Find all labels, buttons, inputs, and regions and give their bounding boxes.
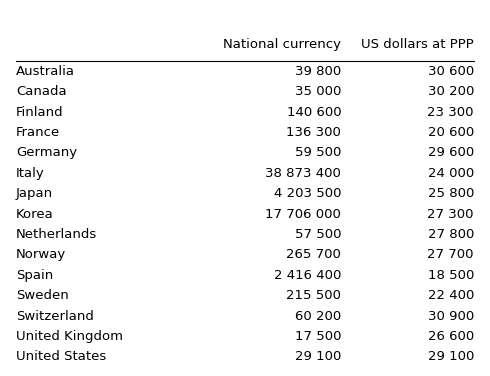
Text: 27 300: 27 300	[427, 208, 474, 221]
Text: 136 300: 136 300	[286, 126, 341, 139]
Text: Korea: Korea	[16, 208, 54, 221]
Text: United States: United States	[16, 350, 106, 364]
Text: 30 900: 30 900	[428, 310, 474, 323]
Text: National currency: National currency	[223, 38, 341, 51]
Text: 26 600: 26 600	[428, 330, 474, 343]
Text: Finland: Finland	[16, 106, 64, 118]
Text: 22 400: 22 400	[428, 289, 474, 302]
Text: 57 500: 57 500	[294, 228, 341, 241]
Text: 265 700: 265 700	[286, 249, 341, 261]
Text: US dollars at PPP: US dollars at PPP	[361, 38, 474, 51]
Text: 27 800: 27 800	[428, 228, 474, 241]
Text: Norway: Norway	[16, 249, 66, 261]
Text: 24 000: 24 000	[428, 167, 474, 180]
Text: Netherlands: Netherlands	[16, 228, 97, 241]
Text: 17 706 000: 17 706 000	[265, 208, 341, 221]
Text: Switzerland: Switzerland	[16, 310, 94, 323]
Text: 215 500: 215 500	[286, 289, 341, 302]
Text: 29 100: 29 100	[428, 350, 474, 364]
Text: United Kingdom: United Kingdom	[16, 330, 123, 343]
Text: 59 500: 59 500	[295, 146, 341, 159]
Text: Italy: Italy	[16, 167, 45, 180]
Text: 4 203 500: 4 203 500	[274, 187, 341, 200]
Text: 140 600: 140 600	[287, 106, 341, 118]
Text: 29 100: 29 100	[295, 350, 341, 364]
Text: 60 200: 60 200	[295, 310, 341, 323]
Text: Sweden: Sweden	[16, 289, 69, 302]
Text: Germany: Germany	[16, 146, 77, 159]
Text: Australia: Australia	[16, 65, 75, 78]
Text: 30 600: 30 600	[428, 65, 474, 78]
Text: Spain: Spain	[16, 269, 53, 282]
Text: Japan: Japan	[16, 187, 53, 200]
Text: 35 000: 35 000	[295, 85, 341, 98]
Text: 27 700: 27 700	[427, 249, 474, 261]
Text: 29 600: 29 600	[428, 146, 474, 159]
Text: France: France	[16, 126, 60, 139]
Text: 39 800: 39 800	[295, 65, 341, 78]
Text: Canada: Canada	[16, 85, 67, 98]
Text: 23 300: 23 300	[427, 106, 474, 118]
Text: 2 416 400: 2 416 400	[274, 269, 341, 282]
Text: 20 600: 20 600	[428, 126, 474, 139]
Text: 18 500: 18 500	[428, 269, 474, 282]
Text: 25 800: 25 800	[428, 187, 474, 200]
Text: 30 200: 30 200	[428, 85, 474, 98]
Text: 38 873 400: 38 873 400	[265, 167, 341, 180]
Text: 17 500: 17 500	[294, 330, 341, 343]
